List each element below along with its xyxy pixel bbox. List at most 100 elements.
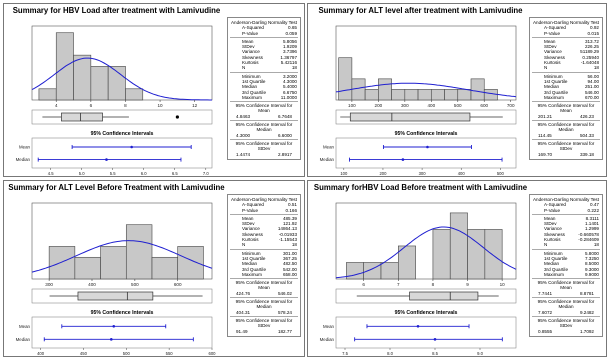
ci-frame	[335, 316, 517, 349]
stat-row: Kurtosis -1.64048	[532, 60, 600, 65]
stats-table: Anderson-Darling Normality Test A-Squared…	[529, 17, 603, 160]
ci-high: 6.7648	[277, 113, 292, 119]
confidence-interval-section: 95% Confidence Interval for Mean 424.76 54…	[230, 279, 298, 299]
x-tick-label: 10	[158, 103, 164, 108]
ci-label: 95% Confidence Interval for Median	[537, 299, 595, 310]
stat-row: Skewness -0.01933	[230, 232, 298, 237]
stat-label: Variance	[544, 226, 562, 232]
stat-value: 6.6750	[282, 89, 297, 95]
ci-row: 169.70 339.18	[532, 152, 600, 157]
stat-label: StDev	[242, 44, 255, 50]
ci-x-tick-label: 6.5	[172, 171, 178, 176]
ci-frame	[335, 137, 517, 169]
stat-value: 5.42116	[280, 60, 297, 66]
stat-label: Maximum	[544, 271, 564, 277]
quartile-section: Minimum 301.00 1st Quartile 367.25 Median 482…	[230, 250, 298, 280]
stat-row: Minimum 301.00	[230, 251, 298, 256]
ci-low: 169.70	[538, 151, 553, 157]
boxplot-box	[61, 112, 103, 122]
ci-label: 95% Confidence Interval for StDev	[235, 317, 293, 329]
stat-row: StDev 1.1401	[532, 221, 600, 226]
descriptive-section: Mean 485.39 StDev 121.92 Variance 14864.13 Ske…	[230, 215, 298, 250]
stat-label: A-Squared	[544, 25, 566, 31]
summary-panel-alt-after: Summary for ALT level after treatment wi…	[307, 3, 607, 177]
stat-value: -1.64048	[580, 60, 599, 66]
ci-high: 504.33	[579, 132, 594, 138]
stat-label: N	[544, 65, 548, 71]
stat-label: StDev	[242, 221, 255, 227]
ci-row: 201.21 426.23	[532, 114, 600, 119]
histogram-bar	[90, 66, 109, 101]
stat-value: 3.7396	[282, 49, 297, 55]
descriptive-section: Mean 5.8056 StDev 1.9209 Variance 3.7396 Skewn…	[230, 38, 298, 73]
ci-row-label: Mean	[19, 324, 31, 329]
stat-label: StDev	[544, 44, 557, 50]
x-tick-label: 6	[362, 282, 365, 287]
ci-point	[401, 158, 405, 161]
ci-row: 424.76 546.02	[230, 291, 298, 296]
boxplot-outlier	[175, 115, 179, 119]
stat-label: Kurtosis	[544, 60, 561, 66]
ci-row: 4.8463 6.7648	[230, 114, 298, 119]
histogram-bar	[100, 246, 127, 280]
stat-value: 1.1401	[584, 221, 599, 227]
stat-value: -1.15543	[278, 237, 297, 243]
stat-label: A-Squared	[242, 202, 264, 208]
stat-row: P-Value 0.015	[532, 31, 600, 36]
ci-high: 1.7092	[579, 328, 594, 334]
stat-value: 18	[291, 242, 297, 248]
stat-value: 121.92	[282, 221, 297, 227]
ci-low: 114.45	[538, 132, 552, 138]
stat-value: 670.00	[584, 94, 599, 100]
ci-x-tick-label: 400	[37, 351, 45, 356]
panel-title: Summary for HBV Load after treatment wit…	[12, 6, 221, 15]
ci-row: 0.8555 1.7092	[532, 329, 600, 334]
summary-panel-hbv-after: Summary for HBV Load after treatment wit…	[3, 3, 305, 177]
stat-label: Minimum	[242, 250, 261, 256]
stat-value: 9.3000	[584, 266, 599, 272]
normality-test-header: Anderson-Darling Normality Test	[230, 20, 298, 25]
stat-row: Median 251.00	[532, 84, 600, 89]
x-tick-label: 9	[466, 282, 469, 287]
histogram-bar	[484, 229, 503, 280]
ci-low: 0.8555	[538, 328, 553, 334]
normality-section: Anderson-Darling Normality Test A-Squared…	[230, 196, 298, 215]
ci-high: 2.8917	[277, 151, 292, 157]
ci-label: 95% Confidence Interval for Median	[235, 122, 293, 133]
histogram-chart: 300 400 500 600 95% Confidence Intervals Mean…	[16, 202, 216, 356]
summary-panel-alt-before: Summary for ALT Level Before Treatment w…	[3, 180, 305, 357]
ci-x-tick-label: 200	[379, 171, 387, 176]
histogram-frame	[335, 25, 517, 101]
stat-row: 1st Quartile 94.00	[532, 79, 600, 84]
confidence-interval-section: 95% Confidence Interval for Mean 4.8463 6.…	[230, 102, 298, 122]
stat-value: 18	[291, 65, 297, 71]
stat-row: Skewness -0.660578	[532, 232, 600, 237]
stat-row: StDev 121.92	[230, 221, 298, 226]
x-tick-label: 600	[480, 103, 488, 108]
x-tick-label: 400	[427, 103, 435, 108]
ci-frame	[31, 316, 213, 349]
stat-row: N 18	[532, 242, 600, 247]
quartile-section: Minimum 56.00 1st Quartile 94.00 Median 251.0…	[532, 73, 600, 103]
stat-value: 8.5000	[584, 261, 599, 267]
histogram-bar	[378, 78, 392, 101]
stat-label: Minimum	[544, 250, 563, 256]
ci-label: 95% Confidence Interval for Mean	[235, 280, 293, 291]
stat-row: 3rd Quartile 6.6750	[230, 90, 298, 95]
ci-x-tick-label: 450	[80, 351, 88, 356]
ci-low: 7.7441	[538, 290, 553, 296]
stat-value: 5.8056	[282, 38, 297, 44]
normality-test-header: Anderson-Darling Normality Test	[532, 197, 600, 202]
stat-value: 0.47	[590, 202, 599, 208]
stat-label: Median	[242, 84, 258, 90]
ci-x-tick-label: 400	[458, 171, 466, 176]
stat-value: 11.0000	[280, 94, 297, 100]
descriptive-section: Mean 8.3111 StDev 1.1401 Variance 1.2999 Skewn…	[532, 215, 600, 250]
quartile-section: Minimum 5.8000 1st Quartile 7.3250 Median 8.5…	[532, 250, 600, 280]
boxplot-box	[349, 112, 471, 122]
ci-low: 4.8463	[236, 113, 251, 119]
x-tick-label: 8	[432, 282, 435, 287]
histogram-bar	[48, 246, 76, 280]
stat-label: 3rd Quartile	[242, 89, 267, 95]
stat-row: A-Squared 0.47	[532, 202, 600, 207]
